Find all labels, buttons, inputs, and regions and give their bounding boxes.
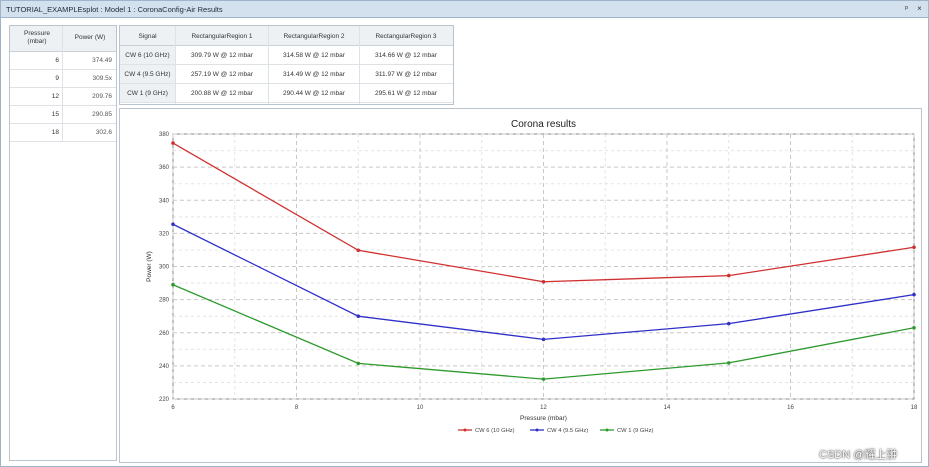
table-row[interactable]: 9 309.5x	[10, 70, 116, 88]
pressure-cell: 18	[51, 129, 59, 136]
pin-icon[interactable]: ᵖ	[904, 4, 909, 13]
region2-cell: 314.49 W @ 12 mbar	[283, 71, 345, 78]
region3-column-header[interactable]: RectangularRegion 3	[375, 33, 437, 40]
data-point	[912, 292, 916, 297]
watermark: CSDN @耀上翀	[819, 449, 898, 461]
power-cell: 374.49	[92, 57, 112, 64]
data-point	[541, 337, 546, 342]
legend-marker	[605, 428, 609, 432]
power-cell: 302.6	[95, 129, 112, 136]
power-cell: 309.5x	[92, 75, 112, 82]
legend-marker	[463, 428, 467, 432]
region2-column-header[interactable]: RectangularRegion 2	[283, 33, 345, 40]
region1-column-header[interactable]: RectangularRegion 1	[191, 33, 253, 40]
table-row[interactable]: CW 1 (9 GHz) 200.88 W @ 12 mbar 290.44 W…	[120, 84, 453, 103]
pressure-cell: 6	[55, 57, 59, 64]
y-tick-label: 300	[159, 265, 170, 271]
data-point	[171, 141, 175, 145]
signal-column-header[interactable]: Signal	[138, 33, 157, 40]
data-point	[356, 314, 361, 318]
legend-label: CW 1 (9 GHz)	[617, 428, 653, 434]
pressure-table-header: Pressure (mbar) Power (W)	[10, 26, 116, 52]
table-row[interactable]: 18 302.6	[10, 124, 116, 142]
data-point	[171, 282, 175, 287]
region1-cell: 200.88 W @ 12 mbar	[191, 90, 253, 97]
chart-title: Corona results	[511, 119, 576, 130]
x-tick-label: 6	[171, 405, 175, 411]
x-tick-label: 18	[911, 405, 918, 411]
x-axis-label: Pressure (mbar)	[520, 415, 567, 422]
region3-cell: 311.97 W @ 12 mbar	[375, 71, 437, 78]
y-tick-label: 240	[159, 364, 170, 370]
x-tick-label: 14	[664, 405, 671, 411]
legend-label: CW 4 (9.5 GHz)	[547, 428, 588, 434]
legend-marker	[535, 428, 539, 432]
column-divider	[269, 26, 360, 104]
data-point	[541, 377, 546, 381]
x-tick-label: 12	[540, 405, 547, 411]
power-cell: 290.85	[92, 111, 112, 118]
table-row[interactable]: 6 374.49	[10, 52, 116, 70]
data-point	[356, 248, 361, 253]
signal-cell: CW 4 (9.5 GHz)	[120, 65, 175, 83]
y-tick-label: 380	[159, 132, 170, 138]
signal-cell: CW 6 (10 GHz)	[120, 46, 175, 64]
region3-cell: 295.61 W @ 12 mbar	[375, 90, 437, 97]
power-column-header[interactable]: Power (W)	[74, 34, 106, 41]
table-row[interactable]: CW 4 (9.5 GHz) 257.19 W @ 12 mbar 314.49…	[120, 65, 453, 84]
pressure-cell: 9	[55, 75, 59, 82]
corona-results-chart-panel: 220 240 260 280 300 320 340 360 380 6 8 10 12 14 16 18 C…	[119, 108, 922, 463]
data-point	[726, 361, 731, 365]
close-icon[interactable]: ×	[917, 4, 922, 13]
pressure-power-table: Pressure (mbar) Power (W) 6 374.49 9 309…	[9, 25, 117, 461]
column-divider	[120, 26, 176, 104]
region3-cell: 314.66 W @ 12 mbar	[375, 52, 437, 59]
pressure-cell: 15	[51, 111, 59, 118]
region2-cell: 290.44 W @ 12 mbar	[283, 90, 345, 97]
pressure-cell: 12	[51, 93, 59, 100]
y-tick-label: 220	[159, 397, 170, 403]
region1-cell: 309.79 W @ 12 mbar	[191, 52, 253, 59]
y-tick-label: 260	[159, 331, 170, 337]
y-tick-label: 320	[159, 231, 170, 237]
data-point	[912, 245, 916, 250]
data-point	[356, 361, 361, 366]
region1-cell: 257.19 W @ 12 mbar	[191, 71, 253, 78]
signal-cell: CW 1 (9 GHz)	[120, 84, 175, 102]
data-point	[726, 273, 731, 278]
data-point	[726, 321, 731, 326]
column-divider	[176, 26, 269, 104]
table-row[interactable]: 15 290.85	[10, 106, 116, 124]
signal-table-header: Signal RectangularRegion 1 RectangularRe…	[120, 26, 453, 46]
y-tick-label: 340	[159, 198, 170, 204]
table-row[interactable]: CW 6 (10 GHz) 309.79 W @ 12 mbar 314.58 …	[120, 46, 453, 65]
y-axis-label: Power (W)	[146, 251, 153, 282]
data-point	[171, 222, 175, 227]
x-tick-label: 10	[417, 405, 424, 411]
pressure-column-header[interactable]: Pressure (mbar)	[23, 30, 50, 45]
x-tick-label: 16	[787, 405, 794, 411]
y-tick-label: 280	[159, 298, 170, 304]
power-cell: 209.76	[92, 93, 112, 100]
signal-results-table: Signal RectangularRegion 1 RectangularRe…	[119, 25, 454, 105]
column-divider	[62, 26, 63, 142]
x-tick-label: 8	[295, 405, 299, 411]
data-point	[541, 279, 546, 284]
data-point	[912, 325, 916, 330]
table-row[interactable]: 12 209.76	[10, 88, 116, 106]
window-title: TUTORIAL_EXAMPLEsplot : Model 1 : Corona…	[6, 5, 223, 14]
region2-cell: 314.58 W @ 12 mbar	[283, 52, 345, 59]
corona-results-chart: 220 240 260 280 300 320 340 360 380 6 8 10 12 14 16 18 C…	[146, 119, 918, 434]
y-tick-label: 360	[159, 165, 170, 171]
legend-label: CW 6 (10 GHz)	[475, 428, 515, 434]
window-titlebar: TUTORIAL_EXAMPLEsplot : Model 1 : Corona…	[1, 1, 928, 18]
